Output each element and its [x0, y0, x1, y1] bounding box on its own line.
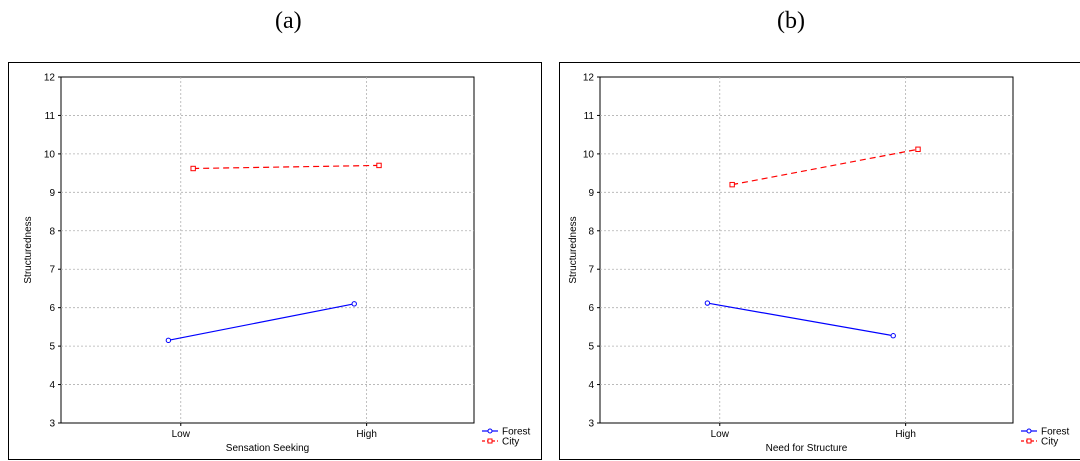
y-tick-label: 11: [584, 111, 595, 122]
legend-marker-forest: [487, 428, 493, 434]
y-tick-label: 6: [588, 303, 594, 314]
y-tick-label: 9: [49, 188, 55, 199]
y-tick-label: 4: [588, 380, 594, 391]
x-tick-label: Low: [172, 429, 191, 440]
y-tick-label: 3: [49, 419, 55, 430]
y-axis-title: Structuredness: [23, 216, 34, 283]
series-line-city: [732, 148, 919, 186]
legend-label-forest: Forest: [1041, 427, 1070, 438]
x-axis-title: Sensation Seeking: [226, 443, 309, 454]
legend-label-city: City: [1041, 437, 1058, 448]
y-tick-label: 8: [588, 226, 594, 237]
y-tick-label: 5: [49, 342, 55, 353]
panel-caption-b: (b): [777, 8, 805, 34]
x-tick-label: High: [895, 429, 916, 440]
legend-marker-forest: [1026, 428, 1032, 434]
y-tick-label: 10: [44, 149, 56, 160]
y-tick-label: 3: [588, 419, 594, 430]
series-line-forest: [168, 303, 355, 341]
panel-caption-a: (a): [275, 8, 302, 34]
data-point-city: [376, 162, 382, 169]
y-tick-label: 8: [49, 226, 55, 237]
data-point-forest: [890, 333, 896, 339]
data-point-city: [915, 146, 921, 152]
x-axis-title: Need for Structure: [766, 443, 848, 454]
y-tick-label: 7: [49, 265, 55, 276]
y-tick-label: 6: [49, 303, 55, 314]
y-tick-label: 12: [583, 73, 595, 84]
x-tick-label: High: [356, 429, 377, 440]
y-tick-label: 4: [49, 380, 55, 391]
legend-marker-city: [487, 438, 493, 444]
chart-b-svg: 3 4 5 6 7 8 9 10 11 12 Low High Need for Structure St…: [568, 73, 1070, 455]
legend-marker-city: [1026, 438, 1032, 444]
y-tick-label: 7: [588, 265, 594, 276]
legend-label-forest: Forest: [502, 427, 531, 438]
chart-panel-b: 3 4 5 6 7 8 9 10 11 12 Low High Need for Structure St…: [559, 62, 1080, 460]
data-point-forest: [351, 301, 357, 307]
plot-area: [60, 76, 475, 424]
legend-label-city: City: [502, 437, 519, 448]
data-point-forest: [165, 337, 172, 344]
chart-panel-a: 3 4 5 6 7 8 9 10 11 12 Low High Sensation Seeking Str…: [8, 62, 542, 460]
y-tick-label: 5: [588, 342, 594, 353]
y-tick-label: 10: [583, 149, 595, 160]
y-tick-label: 12: [44, 73, 56, 84]
data-point-forest: [704, 300, 711, 306]
series-line-forest: [707, 302, 894, 337]
x-tick-label: Low: [711, 429, 730, 440]
plot-area: [599, 76, 1014, 424]
chart-a-svg: 3 4 5 6 7 8 9 10 11 12 Low High Sensation Seeking Str…: [23, 73, 531, 455]
y-axis-title: Structuredness: [568, 216, 579, 283]
y-tick-label: 9: [588, 188, 594, 199]
series-line-city: [193, 164, 380, 170]
data-point-city: [729, 181, 735, 188]
data-point-city: [190, 165, 196, 172]
y-tick-label: 11: [45, 111, 56, 122]
